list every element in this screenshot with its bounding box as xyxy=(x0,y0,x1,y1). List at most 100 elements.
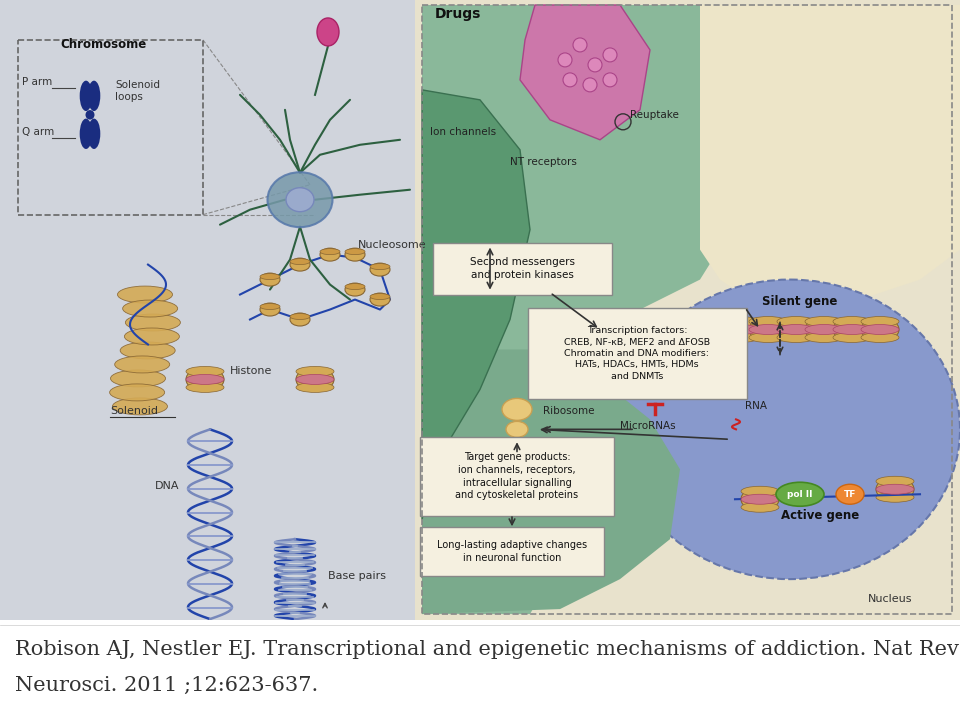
Ellipse shape xyxy=(260,273,280,280)
Ellipse shape xyxy=(120,342,175,359)
Bar xyxy=(422,5,952,614)
Text: Base pairs: Base pairs xyxy=(328,571,386,581)
Ellipse shape xyxy=(186,374,224,384)
Ellipse shape xyxy=(186,382,224,392)
Ellipse shape xyxy=(876,477,914,486)
Ellipse shape xyxy=(85,110,94,120)
Ellipse shape xyxy=(749,317,787,327)
Ellipse shape xyxy=(320,248,340,261)
Ellipse shape xyxy=(286,187,314,212)
Text: Ribosome: Ribosome xyxy=(543,407,594,416)
Ellipse shape xyxy=(836,485,864,504)
Ellipse shape xyxy=(370,263,390,276)
Ellipse shape xyxy=(776,482,824,506)
Text: Nucleosome: Nucleosome xyxy=(358,239,426,249)
Ellipse shape xyxy=(563,73,577,87)
Ellipse shape xyxy=(741,487,779,511)
Ellipse shape xyxy=(345,248,365,261)
Ellipse shape xyxy=(833,324,871,335)
Ellipse shape xyxy=(80,119,92,149)
Polygon shape xyxy=(422,399,560,614)
Ellipse shape xyxy=(588,58,602,72)
Text: Drugs: Drugs xyxy=(435,7,481,21)
Text: pol II: pol II xyxy=(787,490,813,499)
Ellipse shape xyxy=(296,382,334,392)
Text: Solenoid
loops: Solenoid loops xyxy=(115,80,160,102)
FancyBboxPatch shape xyxy=(528,308,747,399)
Ellipse shape xyxy=(876,492,914,503)
Ellipse shape xyxy=(317,18,339,46)
Ellipse shape xyxy=(749,332,787,342)
Ellipse shape xyxy=(290,313,310,326)
Ellipse shape xyxy=(345,283,365,296)
Ellipse shape xyxy=(833,317,871,342)
Ellipse shape xyxy=(749,317,787,342)
Text: Nucleus: Nucleus xyxy=(868,594,912,604)
Bar xyxy=(415,0,960,620)
FancyBboxPatch shape xyxy=(420,438,614,516)
Text: Reuptake: Reuptake xyxy=(630,110,679,120)
Ellipse shape xyxy=(80,81,92,111)
Ellipse shape xyxy=(296,368,334,392)
Text: Target gene products:
ion channels, receptors,
intracellular signalling
and cyto: Target gene products: ion channels, rece… xyxy=(455,452,579,500)
Text: Q arm: Q arm xyxy=(22,127,55,137)
Ellipse shape xyxy=(861,317,899,327)
Ellipse shape xyxy=(741,495,779,504)
Polygon shape xyxy=(422,90,530,519)
Text: Robison AJ, Nestler EJ. Transcriptional and epigenetic mechanisms of addiction. : Robison AJ, Nestler EJ. Transcriptional … xyxy=(15,640,959,659)
Text: Transcription factors:
CREB, NF-κB, MEF2 and ΔFOSB
Chromatin and DNA modifiers:
: Transcription factors: CREB, NF-κB, MEF2… xyxy=(564,326,710,381)
Ellipse shape xyxy=(109,384,165,401)
Ellipse shape xyxy=(558,53,572,67)
Ellipse shape xyxy=(805,317,843,327)
Ellipse shape xyxy=(125,328,180,345)
Text: Solenoid: Solenoid xyxy=(110,407,158,416)
Ellipse shape xyxy=(861,324,899,335)
Text: TF: TF xyxy=(844,490,856,499)
Ellipse shape xyxy=(573,38,587,52)
Text: NT receptors: NT receptors xyxy=(510,156,577,167)
Ellipse shape xyxy=(721,324,759,335)
Ellipse shape xyxy=(741,486,779,496)
Ellipse shape xyxy=(721,332,759,342)
Ellipse shape xyxy=(583,78,597,92)
Text: Silent gene: Silent gene xyxy=(762,295,838,308)
Ellipse shape xyxy=(370,264,390,270)
Ellipse shape xyxy=(345,249,365,255)
FancyBboxPatch shape xyxy=(420,527,604,576)
Polygon shape xyxy=(422,350,680,614)
Text: Long-lasting adaptive changes
in neuronal function: Long-lasting adaptive changes in neurona… xyxy=(437,540,588,562)
Text: Active gene: Active gene xyxy=(780,509,859,522)
Text: P arm: P arm xyxy=(22,77,52,87)
Ellipse shape xyxy=(741,503,779,512)
Polygon shape xyxy=(520,5,650,140)
Ellipse shape xyxy=(805,317,843,342)
Ellipse shape xyxy=(186,366,224,376)
Ellipse shape xyxy=(126,314,180,331)
Ellipse shape xyxy=(833,317,871,327)
Text: Ion channels: Ion channels xyxy=(430,127,496,137)
Ellipse shape xyxy=(114,356,170,373)
Ellipse shape xyxy=(112,398,167,415)
Ellipse shape xyxy=(370,293,390,299)
Ellipse shape xyxy=(370,293,390,306)
Text: Histone: Histone xyxy=(230,366,273,376)
Ellipse shape xyxy=(777,317,815,327)
Polygon shape xyxy=(422,5,750,559)
Ellipse shape xyxy=(833,332,871,342)
Ellipse shape xyxy=(876,477,914,501)
Ellipse shape xyxy=(260,303,280,316)
FancyBboxPatch shape xyxy=(433,243,612,295)
Ellipse shape xyxy=(876,485,914,495)
Text: DNA: DNA xyxy=(155,481,180,491)
Ellipse shape xyxy=(290,258,310,271)
Ellipse shape xyxy=(87,81,100,111)
Ellipse shape xyxy=(186,368,224,392)
Text: MicroRNAs: MicroRNAs xyxy=(620,421,676,431)
Polygon shape xyxy=(700,5,960,309)
Ellipse shape xyxy=(268,172,332,227)
Ellipse shape xyxy=(345,283,365,290)
Text: Second messengers
and protein kinases: Second messengers and protein kinases xyxy=(469,257,574,280)
Ellipse shape xyxy=(805,324,843,335)
Ellipse shape xyxy=(290,259,310,265)
Ellipse shape xyxy=(603,73,617,87)
